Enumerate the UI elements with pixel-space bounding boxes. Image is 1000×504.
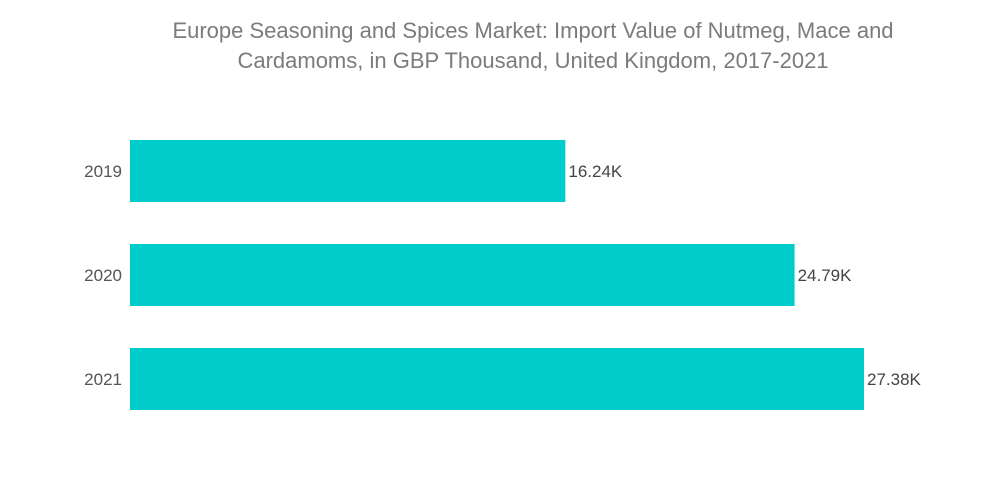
data-label-2021: 27.38K <box>867 370 922 389</box>
data-label-2020: 24.79K <box>798 266 853 285</box>
chart-title-line-1: Europe Seasoning and Spices Market: Impo… <box>172 18 894 43</box>
bar-2020 <box>130 244 795 306</box>
y-tick-label-2021: 2021 <box>84 370 122 389</box>
data-label-2019: 16.24K <box>568 162 623 181</box>
chart-title: Europe Seasoning and Spices Market: Impo… <box>100 16 966 76</box>
bar-2021 <box>130 348 864 410</box>
y-tick-label-2020: 2020 <box>84 266 122 285</box>
y-tick-label-2019: 2019 <box>84 162 122 181</box>
bar-2019 <box>130 140 566 202</box>
chart-title-line-2: Cardamoms, in GBP Thousand, United Kingd… <box>237 48 829 73</box>
